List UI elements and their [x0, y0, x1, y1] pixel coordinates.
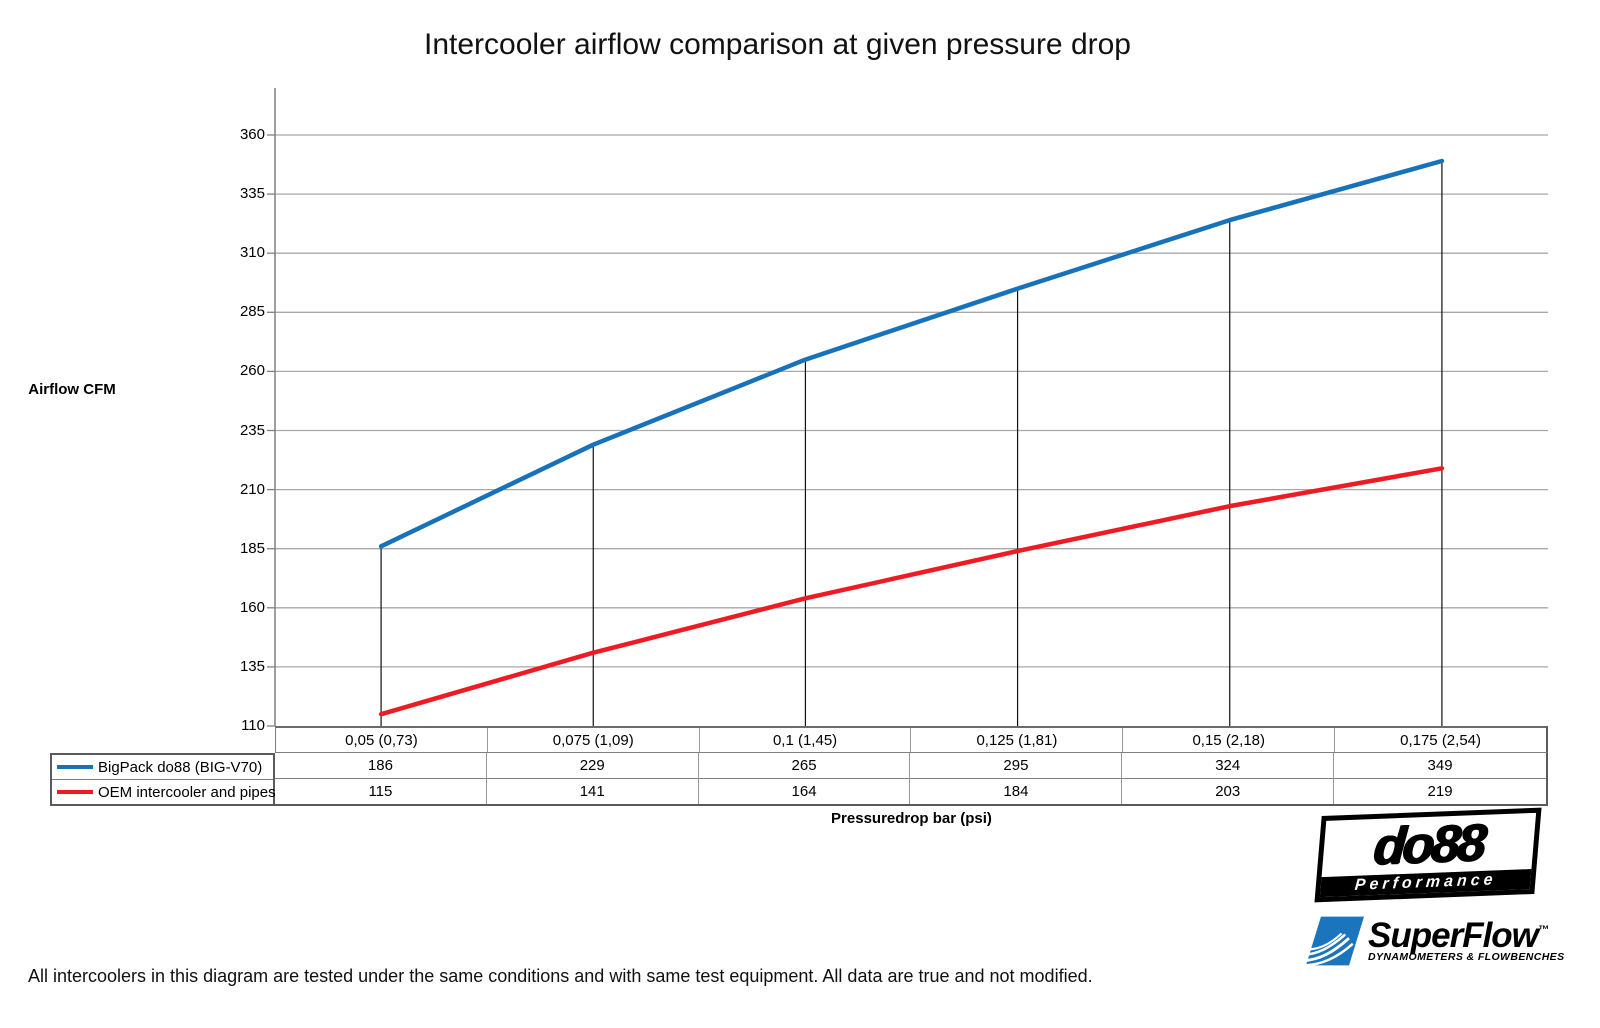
y-tick-label: 160	[239, 598, 265, 616]
legend-series-label: OEM intercooler and pipes	[98, 783, 276, 801]
y-tick-label: 210	[239, 480, 265, 498]
data-table-cell: 203	[1122, 778, 1335, 804]
x-category-label: 0,15 (2,18)	[1123, 728, 1336, 752]
legend-line-swatch	[57, 765, 93, 769]
y-tick-label: 135	[239, 657, 265, 675]
x-category-label: 0,075 (1,09)	[488, 728, 700, 752]
data-table-cell: 265	[698, 753, 911, 779]
data-table-cell: 184	[910, 778, 1123, 804]
y-tick-label: 360	[239, 126, 265, 143]
x-axis-category-row: 0,05 (0,73) 0,075 (1,09) 0,1 (1,45) 0,125 (…	[275, 726, 1548, 753]
y-axis-tick-labels: 360 335 310 285 260 235 210 185 160 135 110	[150, 0, 265, 760]
x-category-label: 0,1 (1,45)	[700, 728, 912, 752]
data-table-cell: 219	[1427, 782, 1453, 800]
data-table-cell: 164	[699, 778, 911, 804]
superflow-wave-icon	[1303, 916, 1364, 967]
trademark-symbol: ™	[1537, 924, 1549, 936]
legend-series-label: BigPack do88 (BIG-V70)	[98, 758, 263, 776]
legend-row: BigPack do88 (BIG-V70)	[52, 755, 273, 780]
data-table-values: 186 229 265 295 324 349 115 141 164 184 203 219	[275, 753, 1548, 806]
y-tick-label: 335	[239, 185, 265, 203]
y-tick-label: 285	[239, 303, 265, 321]
data-table-cell: 115	[275, 778, 487, 804]
data-table-cell: 229	[486, 753, 699, 779]
y-tick-label: 185	[239, 539, 265, 557]
x-category-label: 0,05 (0,73)	[276, 728, 488, 752]
legend-row: OEM intercooler and pipes	[52, 780, 276, 804]
chart-title: Intercooler airflow comparison at given …	[423, 28, 1131, 61]
data-table-cell: 141	[487, 778, 699, 804]
data-table-cell: 295	[910, 753, 1123, 779]
x-axis-label: Pressuredrop bar (psi)	[831, 810, 992, 827]
y-tick-label: 310	[239, 244, 265, 262]
legend-line-swatch	[57, 790, 93, 794]
legend-table: BigPack do88 (BIG-V70) OEM intercooler an…	[50, 753, 276, 806]
disclaimer-text: All intercoolers in this diagram are tes…	[28, 966, 1093, 986]
x-category-label: 0,175 (2,54)	[1400, 731, 1481, 749]
data-table-cell: 186	[275, 753, 487, 779]
data-table-cell: 349	[1334, 753, 1546, 779]
y-tick-label: 110	[241, 717, 265, 734]
do88-logo: do88 Performance	[1314, 807, 1542, 903]
do88-logo-text: do88	[1371, 813, 1486, 877]
y-tick-label: 260	[239, 362, 265, 380]
superflow-logo-text: SuperFlow™	[1368, 916, 1549, 955]
x-category-label: 0,125 (1,81)	[911, 728, 1124, 752]
y-tick-label: 235	[239, 421, 265, 439]
data-table-cell: 324	[1122, 753, 1335, 779]
do88-logo-box: do88 Performance	[1314, 807, 1542, 903]
superflow-logo: SuperFlow™ DYNAMOMETERS & FLOWBENCHES	[1303, 912, 1566, 967]
superflow-logo-tagline: DYNAMOMETERS & FLOWBENCHES	[1368, 951, 1565, 963]
y-axis-label: Airflow CFM	[28, 381, 116, 398]
